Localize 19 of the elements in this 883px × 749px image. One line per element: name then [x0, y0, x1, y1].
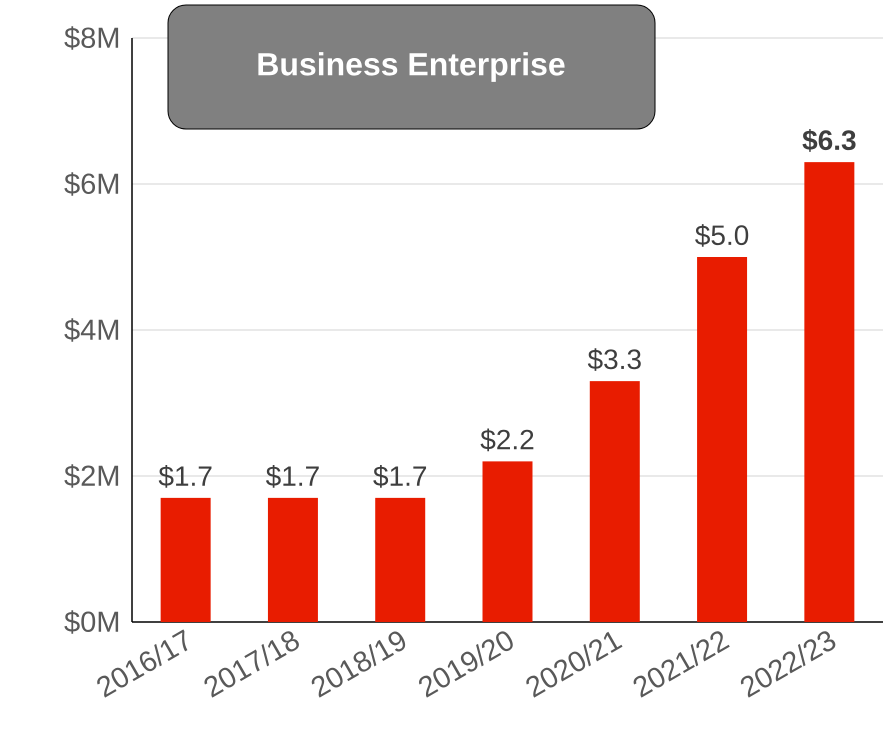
bar [268, 498, 318, 622]
bar [375, 498, 426, 622]
bar [482, 461, 532, 622]
y-tick-label: $8M [64, 26, 118, 50]
data-label: $1.7 [373, 465, 426, 488]
data-label: $6.3 [802, 129, 856, 152]
data-label: $5.0 [695, 224, 748, 247]
bar [697, 256, 748, 622]
bar [590, 381, 640, 622]
y-tick-label: $2M [64, 464, 118, 488]
bar [804, 162, 854, 622]
data-label: $1.7 [266, 465, 319, 488]
data-label: $3.3 [588, 348, 641, 371]
data-label: $2.2 [480, 428, 534, 452]
y-tick-label: $4M [64, 318, 118, 342]
bar [160, 498, 211, 622]
data-label: $1.7 [158, 465, 212, 488]
y-tick-label: $6M [64, 172, 118, 196]
chart-title: Business Enterprise [258, 52, 565, 82]
